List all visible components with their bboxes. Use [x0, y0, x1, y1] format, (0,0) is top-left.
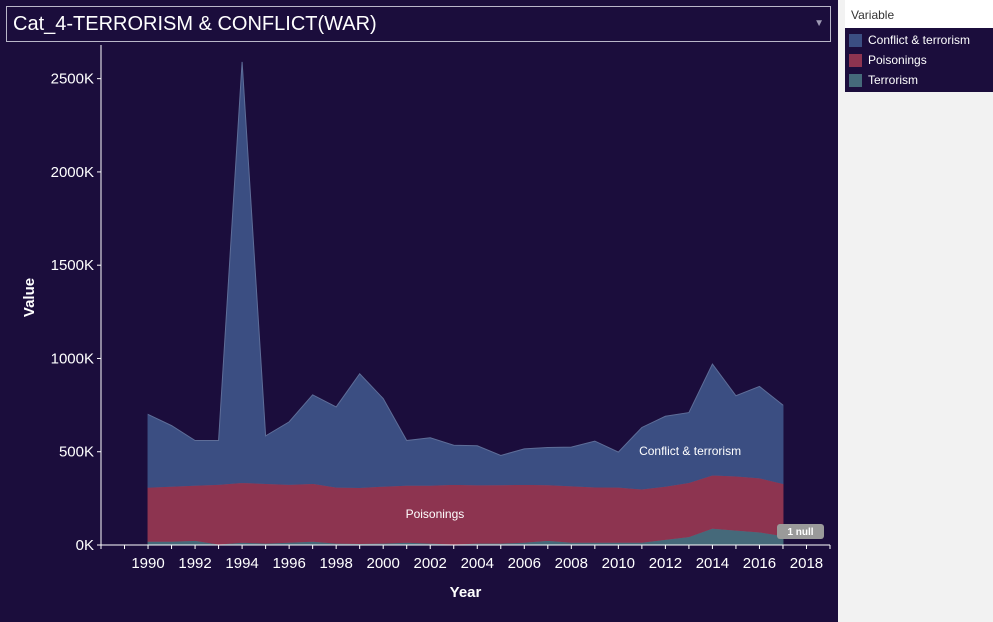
legend: Variable Conflict & terrorism Poisonings…	[845, 0, 993, 92]
legend-item-terrorism[interactable]: Terrorism	[845, 70, 993, 90]
chart-panel: 0K 500K 1000K 1500K 2000K 2500K 1990 1992 1994 19…	[0, 0, 838, 622]
area-label-poisonings: Poisonings	[406, 507, 465, 521]
x-tick-label: 2016	[743, 555, 776, 572]
y-tick-label: 500K	[59, 444, 94, 461]
x-tick-label: 2014	[696, 555, 729, 572]
measure-dropdown[interactable]: Cat_4-TERRORISM & CONFLICT(WAR) ▼	[6, 6, 831, 42]
legend-swatch	[849, 73, 862, 87]
x-tick-label: 1998	[319, 555, 352, 572]
stacked-area-chart: 0K 500K 1000K 1500K 2000K 2500K 1990 1992 1994 19…	[21, 45, 831, 601]
null-badge-label: 1 null	[787, 527, 813, 538]
legend-item-poisonings[interactable]: Poisonings	[845, 50, 993, 70]
x-tick-label: 2010	[602, 555, 635, 572]
y-tick-label: 0K	[76, 537, 94, 554]
x-tick-label: 2004	[461, 555, 494, 572]
x-axis-title: Year	[450, 584, 482, 601]
y-tick-label: 1500K	[51, 257, 94, 274]
area-poisonings	[147, 474, 784, 545]
x-tick-label: 2000	[367, 555, 400, 572]
x-tick-label: 1992	[178, 555, 211, 572]
y-tick-label: 1000K	[51, 350, 94, 367]
x-tick-label: 2008	[555, 555, 588, 572]
measure-dropdown-value: Cat_4-TERRORISM & CONFLICT(WAR)	[13, 13, 377, 35]
legend-item-conflict-terrorism[interactable]: Conflict & terrorism	[845, 30, 993, 50]
legend-body: Conflict & terrorism Poisonings Terroris…	[845, 28, 993, 92]
y-tick-label: 2500K	[51, 71, 94, 88]
legend-item-label: Terrorism	[868, 73, 918, 87]
legend-swatch	[849, 33, 862, 47]
x-tick-label: 2018	[790, 555, 823, 572]
chevron-down-icon[interactable]: ▼	[814, 18, 824, 29]
legend-title: Variable	[845, 0, 993, 28]
legend-swatch	[849, 53, 862, 67]
x-tick-label: 2012	[649, 555, 682, 572]
y-tick-label: 2000K	[51, 164, 94, 181]
x-tick-label: 1996	[272, 555, 305, 572]
x-tick-label: 1990	[131, 555, 164, 572]
area-label-conflict-terrorism: Conflict & terrorism	[639, 444, 741, 458]
x-tick-label: 1994	[225, 555, 258, 572]
area-outline-conflict-terrorism	[147, 61, 784, 456]
area-conflict-terrorism	[147, 61, 784, 490]
legend-item-label: Poisonings	[868, 53, 927, 67]
x-tick-label: 2002	[414, 555, 447, 572]
x-tick-label: 2006	[508, 555, 541, 572]
legend-item-label: Conflict & terrorism	[868, 33, 971, 47]
null-badge[interactable]	[777, 524, 824, 539]
y-axis-title: Value	[21, 278, 38, 317]
